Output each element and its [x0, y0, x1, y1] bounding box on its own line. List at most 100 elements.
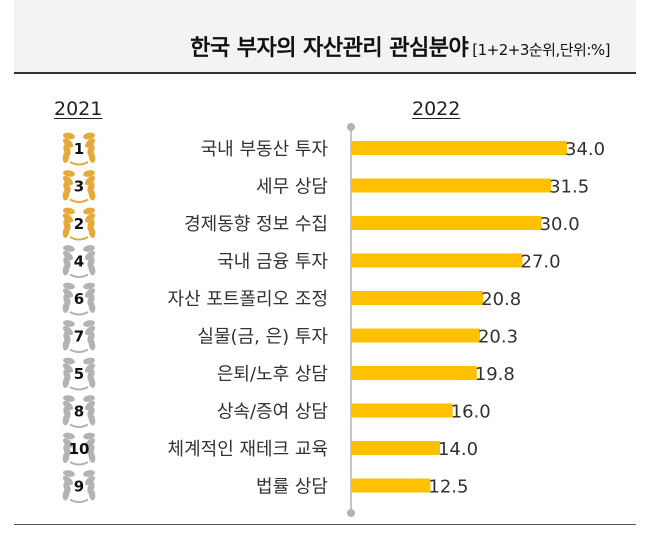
value-label: 16.0	[451, 402, 491, 423]
laurel-leaf	[63, 245, 75, 252]
laurel-leaf	[62, 213, 74, 223]
laurel-leaf	[62, 475, 74, 486]
title-main: 한국 부자의 자산관리 관심분야	[190, 36, 469, 61]
bar	[351, 253, 523, 268]
axis-bottom-dot	[347, 509, 355, 517]
rank-2021: 7	[74, 328, 84, 346]
value-label: 34.0	[565, 139, 605, 160]
value-label: 19.8	[475, 364, 515, 385]
year-2021-label: 2021	[54, 98, 103, 120]
category-label: 자산 포트폴리오 조정	[168, 289, 328, 310]
bar	[351, 216, 542, 230]
laurel-icon: 4	[62, 245, 96, 278]
header-rule	[14, 72, 636, 74]
chart-title: 한국 부자의 자산관리 관심분야 [1+2+3순위,단위:%]	[190, 30, 610, 62]
axis-top-dot	[347, 123, 355, 131]
laurel-leaf	[69, 386, 89, 391]
laurel-leaf	[84, 138, 96, 148]
laurel-leaf	[84, 288, 96, 298]
laurel-leaf	[63, 320, 75, 327]
category-label: 세무 상담	[256, 177, 328, 198]
laurel-leaf	[69, 498, 89, 503]
category-label: 은퇴/노후 상담	[217, 364, 328, 385]
bar	[351, 328, 480, 343]
laurel-leaf	[69, 311, 89, 316]
laurel-leaf	[63, 357, 75, 365]
bar	[351, 291, 484, 305]
laurel-leaf	[62, 325, 74, 336]
laurel-leaf	[83, 170, 95, 177]
value-label: 12.5	[428, 477, 468, 498]
laurel-leaf	[69, 461, 89, 466]
laurel-leaf	[62, 175, 74, 186]
bar	[351, 141, 567, 155]
bar	[351, 178, 552, 193]
laurel-leaf	[83, 245, 95, 252]
laurel-leaf	[63, 432, 75, 440]
value-label: 30.0	[540, 214, 580, 235]
laurel-leaf	[84, 325, 96, 336]
laurel-icon: 6	[62, 282, 96, 316]
category-label: 국내 금융 투자	[217, 252, 328, 273]
laurel-icon: 9	[62, 470, 96, 503]
rank-2021: 1	[74, 140, 84, 158]
laurel-leaf	[84, 175, 96, 186]
laurel-leaf	[63, 282, 75, 290]
category-label: 실물(금, 은) 투자	[197, 327, 328, 348]
laurel-leaf	[69, 273, 89, 278]
laurel-leaf	[62, 438, 74, 448]
laurel-leaf	[63, 470, 75, 477]
laurel-leaf	[62, 363, 74, 373]
bar	[351, 403, 453, 418]
laurel-leaf	[62, 250, 74, 261]
category-label: 상속/증여 상담	[217, 402, 328, 423]
laurel-icon: 10	[62, 432, 96, 466]
laurel-icon: 7	[62, 320, 96, 353]
laurel-leaf	[62, 138, 74, 148]
laurel-leaf	[62, 288, 74, 298]
laurel-leaf	[69, 423, 89, 428]
bar	[351, 478, 431, 493]
category-label: 경제동향 정보 수집	[184, 214, 328, 235]
category-label: 체계적인 재테크 교육	[168, 439, 328, 460]
laurel-leaf	[84, 250, 96, 261]
laurel-icon: 8	[62, 395, 96, 428]
year-2022-label: 2022	[412, 98, 461, 120]
rank-2021: 4	[74, 253, 84, 271]
rank-2021: 2	[74, 215, 84, 233]
laurel-leaf	[84, 400, 96, 411]
laurel-leaf	[83, 320, 95, 327]
laurel-leaf	[69, 236, 89, 241]
laurel-leaf	[62, 400, 74, 411]
header-band	[14, 0, 636, 72]
laurel-leaf	[84, 438, 96, 448]
bar	[351, 366, 477, 380]
rank-2021: 10	[69, 440, 90, 458]
value-label: 20.3	[478, 327, 518, 348]
value-label: 14.0	[438, 439, 478, 460]
laurel-leaf	[83, 395, 95, 402]
laurel-leaf	[83, 470, 95, 477]
rank-2021: 8	[74, 403, 84, 421]
category-label: 법률 상담	[256, 477, 328, 498]
rank-2021: 9	[74, 478, 84, 496]
laurel-leaf	[69, 161, 89, 166]
laurel-leaf	[63, 395, 75, 402]
laurel-icon: 2	[62, 207, 96, 241]
rank-2021: 6	[74, 290, 84, 308]
laurel-icon: 3	[62, 170, 96, 203]
laurel-leaf	[63, 207, 75, 215]
rank-2021: 3	[74, 178, 84, 196]
value-label: 31.5	[549, 177, 589, 198]
laurel-icon: 1	[62, 132, 96, 166]
value-label: 27.0	[521, 252, 561, 273]
laurel-leaf	[84, 363, 96, 373]
laurel-leaf	[83, 432, 95, 440]
title-unit: [1+2+3순위,단위:%]	[472, 41, 610, 59]
rank-2021: 5	[74, 365, 84, 383]
bottom-rule	[14, 524, 636, 525]
bar	[351, 441, 440, 455]
laurel-leaf	[83, 282, 95, 290]
laurel-leaf	[63, 170, 75, 177]
